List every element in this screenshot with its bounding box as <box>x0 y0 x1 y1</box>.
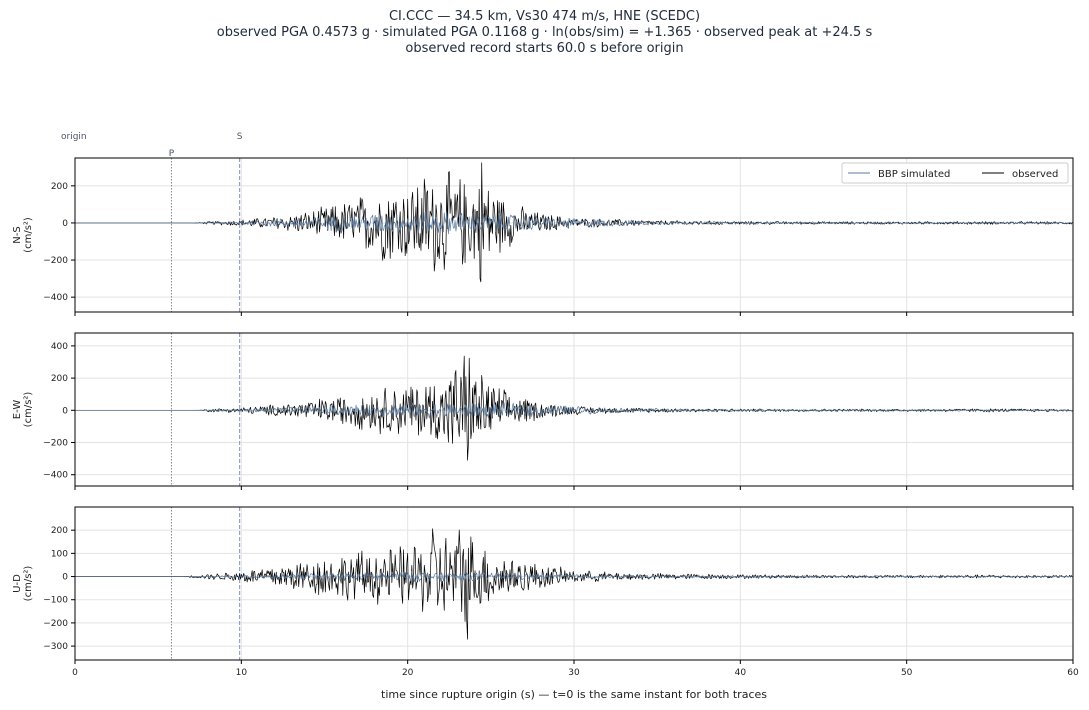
y-axis-label-line: E-W <box>12 400 23 420</box>
s-marker-label: S <box>237 132 243 142</box>
p-marker-label: P <box>169 149 175 159</box>
chart-title-line2: observed PGA 0.4573 g · simulated PGA 0.… <box>216 25 873 40</box>
y-tick-label: 200 <box>51 526 68 536</box>
legend-box <box>841 162 1069 184</box>
y-tick-label: −200 <box>43 256 68 266</box>
simulated-trace <box>75 402 1074 419</box>
y-tick-label: −400 <box>43 293 68 303</box>
x-tick-label: 50 <box>901 668 913 678</box>
y-tick-label: 400 <box>51 342 68 352</box>
legend-observed-label: observed <box>1012 169 1058 180</box>
panel-n-s: −400 −200 0 200 N-S(cm/s²) <box>12 157 1074 316</box>
x-tick-label: 40 <box>735 668 747 678</box>
x-tick-label: 60 <box>1067 668 1079 678</box>
x-axis-label: time since rupture origin (s) — t=0 is t… <box>381 688 767 701</box>
y-axis-label-line: (cm/s²) <box>23 217 34 253</box>
y-axis-label-line: U-D <box>12 574 23 593</box>
y-axis-label-line: (cm/s²) <box>23 566 34 602</box>
y-tick-label: 200 <box>51 374 68 384</box>
y-tick-label: −400 <box>43 471 68 481</box>
y-tick-label: 0 <box>62 406 68 416</box>
x-tick-label: 30 <box>568 668 580 678</box>
y-tick-label: 200 <box>51 182 68 192</box>
y-axis-label: U-D(cm/s²) <box>12 566 34 602</box>
y-tick-label: −200 <box>43 439 68 449</box>
simulated-trace <box>75 211 1074 235</box>
y-axis-label: N-S(cm/s²) <box>12 217 34 253</box>
panel-u-d: 0 10 20 30 40 50 60 −300 −200 −100 0 100 200 U-D(cm/s… <box>12 506 1079 678</box>
origin-marker-label: origin <box>61 132 87 142</box>
chart-title-line1: CI.CCC — 34.5 km, Vs30 474 m/s, HNE (SCE… <box>388 9 701 24</box>
y-tick-label: −300 <box>43 642 68 652</box>
y-tick-label: 100 <box>51 549 68 559</box>
y-tick-label: −100 <box>43 596 68 606</box>
legend-simulated-label: BBP simulated <box>878 169 950 180</box>
y-axis-label-line: (cm/s²) <box>23 392 34 428</box>
y-tick-label: 0 <box>62 219 68 229</box>
x-tick-label: 10 <box>236 668 248 678</box>
panel-e-w: −400 −200 0 200 400 E-W(cm/s²) <box>12 332 1074 490</box>
y-axis-label: E-W(cm/s²) <box>12 392 34 428</box>
chart-title-line3: observed record starts 60.0 s before ori… <box>405 41 684 56</box>
y-axis-label-line: N-S <box>12 226 23 243</box>
simulated-trace <box>75 570 1074 583</box>
x-tick-label: 20 <box>402 668 414 678</box>
y-tick-label: 0 <box>62 573 68 583</box>
x-tick-label: 0 <box>72 668 78 678</box>
y-tick-label: −200 <box>43 619 68 629</box>
legend: BBP simulated observed <box>841 162 1069 184</box>
